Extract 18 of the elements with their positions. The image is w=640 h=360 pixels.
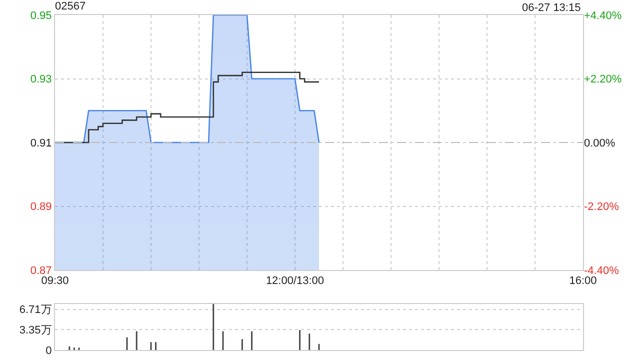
text: 06-27 13:15	[522, 2, 581, 14]
y2-tick-label: +4.40%	[584, 10, 622, 22]
x-tick-label: 16:00	[569, 275, 597, 288]
y2-tick-label: 0.00%	[584, 137, 616, 150]
x-tick-label: 12:00/13:00	[266, 275, 324, 288]
chart-title: 02567	[55, 0, 86, 13]
x-tick-label: 09:30	[41, 275, 69, 288]
y-tick-label: 0.89	[30, 201, 52, 214]
y-tick-label: 6.71万	[19, 304, 52, 316]
y2-tick-label: -4.40%	[584, 264, 620, 277]
y-tick-label: 0.93	[30, 74, 52, 86]
y-tick-label: 0.91	[30, 137, 52, 150]
y-tick-label: 0.95	[30, 10, 52, 22]
y2-tick-label: +2.20%	[584, 74, 622, 86]
y-tick-label: 0.87	[30, 264, 52, 277]
y-tick-label: 0	[46, 344, 52, 357]
y-tick-label: 3.35万	[19, 324, 52, 337]
y2-tick-label: -2.20%	[584, 201, 620, 214]
